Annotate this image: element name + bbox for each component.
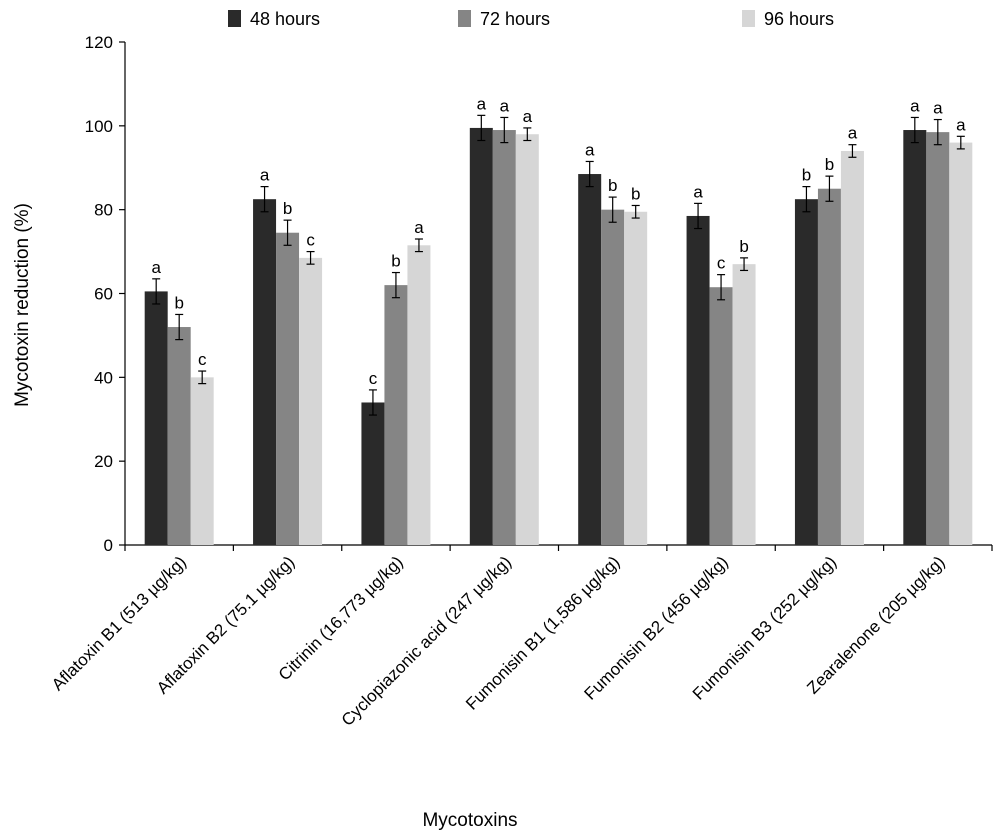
bar-96-hours-1 bbox=[299, 257, 323, 545]
y-tick-label: 120 bbox=[85, 33, 113, 52]
significance-label: a bbox=[477, 94, 487, 113]
legend-label: 96 hours bbox=[764, 9, 834, 29]
significance-label: a bbox=[933, 99, 943, 118]
bar-48-hours-1 bbox=[253, 199, 277, 545]
bar-96-hours-5 bbox=[732, 264, 756, 545]
bar-48-hours-6 bbox=[794, 199, 818, 545]
significance-label: b bbox=[825, 155, 834, 174]
significance-label: a bbox=[523, 107, 533, 126]
y-tick-label: 40 bbox=[94, 368, 113, 387]
bar-72-hours-0 bbox=[167, 327, 191, 545]
significance-label: a bbox=[956, 115, 966, 134]
significance-label: c bbox=[306, 231, 315, 250]
bar-48-hours-0 bbox=[144, 291, 168, 545]
y-tick-label: 20 bbox=[94, 452, 113, 471]
bar-48-hours-2 bbox=[361, 402, 385, 545]
significance-label: c bbox=[717, 254, 726, 273]
x-axis-title: Mycotoxins bbox=[422, 810, 517, 831]
significance-label: b bbox=[631, 184, 640, 203]
significance-label: b bbox=[283, 199, 292, 218]
bar-72-hours-6 bbox=[817, 188, 841, 546]
x-category-label: Cyclopiazonic acid (247 µg/kg) bbox=[338, 552, 515, 729]
bar-96-hours-7 bbox=[949, 142, 973, 545]
bar-72-hours-1 bbox=[276, 232, 300, 546]
y-axis: 0 20 40 60 80 100 120 bbox=[85, 33, 126, 555]
significance-label: b bbox=[739, 237, 748, 256]
bar-72-hours-2 bbox=[384, 285, 408, 545]
y-axis-title: Mycotoxin reduction (%) bbox=[12, 203, 33, 407]
significance-label: a bbox=[693, 182, 703, 201]
bar-96-hours-2 bbox=[407, 245, 431, 545]
bar-48-hours-5 bbox=[686, 215, 710, 545]
bar-96-hours-6 bbox=[840, 150, 864, 545]
significance-label: a bbox=[848, 124, 858, 143]
bar-48-hours-4 bbox=[578, 174, 602, 545]
significance-label: a bbox=[500, 96, 510, 115]
bar-72-hours-3 bbox=[492, 130, 516, 545]
legend: 48 hours 72 hours 96 hours bbox=[228, 9, 834, 29]
significance-label: a bbox=[260, 166, 270, 185]
bar-96-hours-3 bbox=[515, 134, 539, 545]
x-category-label: Citrinin (16,773 µg/kg) bbox=[275, 552, 407, 684]
significance-label: c bbox=[369, 369, 378, 388]
bar-72-hours-7 bbox=[926, 132, 950, 545]
significance-label: b bbox=[608, 176, 617, 195]
legend-swatch-96-hours bbox=[742, 10, 755, 27]
bar-72-hours-4 bbox=[601, 209, 625, 545]
legend-swatch-72-hours bbox=[458, 10, 471, 27]
bar-48-hours-3 bbox=[469, 127, 493, 545]
significance-label: a bbox=[414, 218, 424, 237]
significance-label: a bbox=[151, 258, 161, 277]
bar-72-hours-5 bbox=[709, 287, 733, 545]
significance-label: b bbox=[802, 166, 811, 185]
bar-96-hours-0 bbox=[190, 377, 214, 545]
legend-label: 48 hours bbox=[250, 9, 320, 29]
y-tick-label: 0 bbox=[104, 536, 113, 555]
significance-label: a bbox=[585, 140, 595, 159]
y-tick-label: 100 bbox=[85, 117, 113, 136]
bar-48-hours-7 bbox=[903, 130, 927, 545]
significance-label: b bbox=[391, 252, 400, 271]
legend-label: 72 hours bbox=[480, 9, 550, 29]
significance-label: b bbox=[174, 293, 183, 312]
y-tick-label: 60 bbox=[94, 285, 113, 304]
legend-swatch-48-hours bbox=[228, 10, 241, 27]
significance-label: c bbox=[198, 350, 207, 369]
significance-label: a bbox=[910, 96, 920, 115]
y-tick-label: 80 bbox=[94, 201, 113, 220]
x-axis: Aflatoxin B1 (513 µg/kg)Aflatoxin B2 (75… bbox=[48, 544, 993, 730]
bar-96-hours-4 bbox=[624, 211, 648, 545]
